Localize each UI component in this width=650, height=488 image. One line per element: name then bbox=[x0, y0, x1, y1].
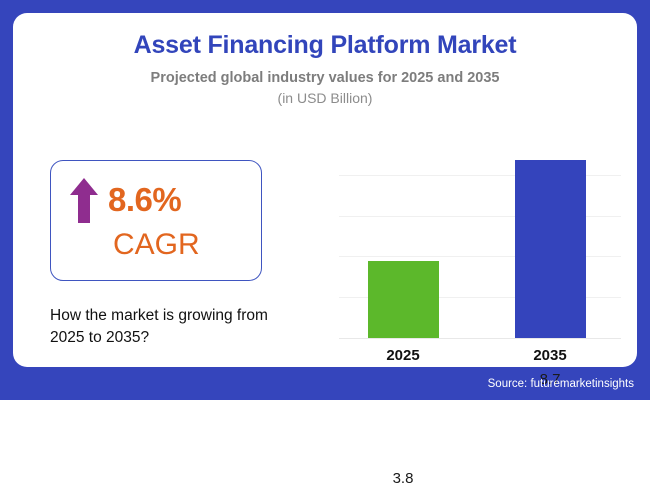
cagr-label: CAGR bbox=[113, 228, 200, 261]
cagr-callout-box: 8.6% CAGR bbox=[50, 160, 262, 281]
bar-2025[interactable] bbox=[368, 261, 439, 338]
chart-header: Asset Financing Platform Market Projecte… bbox=[13, 30, 637, 107]
bar-label-2025: 2025 bbox=[386, 347, 420, 364]
bar-label-2035: 2035 bbox=[533, 347, 567, 364]
bar-wrap-2025 bbox=[353, 153, 453, 338]
cagr-value: 8.6% bbox=[108, 181, 182, 218]
chart-subtitle: Projected global industry values for 202… bbox=[150, 70, 500, 86]
growth-question-text: How the market is growing from 2025 to 2… bbox=[50, 307, 268, 346]
axis-baseline bbox=[339, 338, 621, 339]
content-panel: Asset Financing Platform Market Projecte… bbox=[13, 13, 637, 487]
gridline bbox=[339, 175, 621, 176]
source-attribution: Source: futuremarketinsights bbox=[487, 378, 634, 390]
arrow-up-icon bbox=[69, 175, 99, 225]
page-title: Asset Financing Platform Market bbox=[133, 31, 517, 59]
chart-units-label: (in USD Billion) bbox=[277, 90, 373, 106]
gridline bbox=[339, 216, 621, 217]
gridline bbox=[339, 256, 621, 257]
bar-value-2025: 3.8 bbox=[392, 470, 414, 487]
bar-value-2035: 8.7 bbox=[539, 371, 561, 388]
gridline bbox=[339, 297, 621, 298]
cagr-value-row: 8.6% bbox=[69, 175, 182, 225]
bar-wrap-2035 bbox=[500, 153, 600, 338]
bar-2035[interactable] bbox=[515, 160, 586, 338]
bar-chart: 3.8 2025 8.7 2035 bbox=[333, 133, 623, 487]
